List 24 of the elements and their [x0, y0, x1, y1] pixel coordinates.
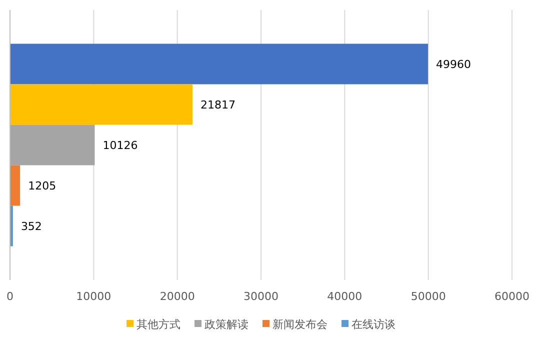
- legend-label: 新闻发布会: [272, 318, 328, 331]
- legend-label: 政策解读: [204, 318, 248, 331]
- x-tick-label: 50000: [410, 290, 446, 303]
- x-tick-label: 20000: [160, 290, 195, 303]
- legend-label: 其他方式: [136, 318, 180, 331]
- bar: 10126: [10, 124, 138, 166]
- bar: 1205: [10, 165, 56, 206]
- x-tick-label: 30000: [244, 290, 278, 303]
- x-tick-label: 0: [6, 290, 14, 303]
- data-label: 1205: [28, 180, 56, 192]
- bar: 352: [10, 206, 42, 246]
- bar: [10, 165, 20, 206]
- bar: 21817: [10, 84, 236, 125]
- bar: 49960: [10, 44, 471, 84]
- x-tick-label: 10000: [76, 290, 112, 303]
- bar: [10, 84, 193, 125]
- data-label: 21817: [200, 98, 236, 112]
- x-tick-label: 40000: [327, 290, 362, 303]
- x-tick-label: 60000: [494, 290, 530, 303]
- data-label: 352: [20, 220, 42, 233]
- data-label: 49960: [436, 58, 471, 71]
- bar: [10, 124, 95, 166]
- data-label: 10126: [102, 139, 138, 152]
- legend-label: 在线访谈: [352, 318, 396, 331]
